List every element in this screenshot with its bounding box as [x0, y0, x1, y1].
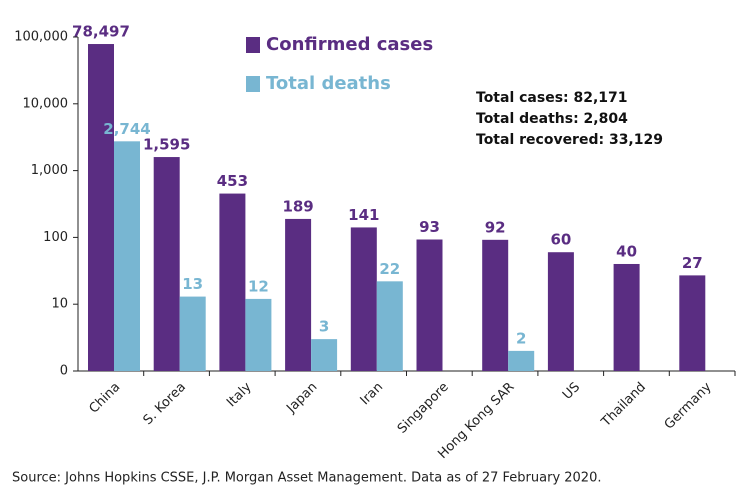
value-label: 2 [516, 329, 526, 347]
x-tick-label: Iran [358, 380, 387, 409]
bar [482, 239, 509, 371]
value-label: 1,595 [143, 136, 190, 154]
value-label: 453 [217, 172, 248, 190]
x-tick-label: Italy [224, 379, 255, 410]
legend-label: Total deaths [266, 73, 391, 94]
bar [311, 339, 338, 371]
annotation: Total deaths: 2,804 [476, 111, 628, 127]
y-tick-label: 10 [51, 297, 68, 312]
x-tick-label: US [560, 380, 583, 403]
x-tick-label: Singapore [395, 380, 452, 437]
x-tick-label: S. Korea [141, 380, 189, 428]
value-label: 60 [550, 231, 571, 249]
value-label: 2,744 [103, 120, 150, 138]
y-tick-label: 1,000 [31, 163, 68, 178]
value-label: 78,497 [72, 23, 130, 41]
bar [350, 227, 377, 371]
x-tick-label: Germany [662, 379, 715, 432]
bar [679, 275, 706, 371]
bar [179, 296, 206, 371]
bar [114, 141, 140, 371]
bar [416, 239, 443, 371]
value-label: 12 [248, 277, 269, 295]
value-label: 92 [485, 218, 506, 236]
bar [245, 298, 272, 371]
bar [285, 218, 312, 371]
value-label: 141 [348, 206, 379, 224]
y-tick-label: 100 [43, 230, 68, 245]
y-tick-label: 10,000 [23, 96, 69, 111]
x-tick-label: Japan [283, 380, 320, 417]
x-tick-label: Thailand [598, 380, 649, 431]
bar [153, 157, 180, 371]
legend-swatch [246, 37, 260, 53]
value-label: 27 [682, 254, 703, 272]
value-label: 189 [282, 197, 313, 215]
annotation: Total cases: 82,171 [476, 90, 628, 106]
legend-swatch [246, 76, 260, 92]
source-note: Source: Johns Hopkins CSSE, J.P. Morgan … [12, 471, 601, 486]
value-label: 13 [182, 275, 203, 293]
bar [219, 193, 246, 371]
annotation: Total recovered: 33,129 [476, 132, 663, 148]
legend-label: Confirmed cases [266, 34, 433, 55]
y-tick-label: 0 [60, 364, 68, 379]
y-tick-label: 100,000 [14, 30, 68, 45]
bar [547, 252, 574, 371]
bar [613, 263, 640, 371]
bar [376, 281, 403, 371]
bar [508, 350, 535, 371]
bar [88, 44, 114, 372]
value-label: 40 [616, 242, 637, 260]
x-tick-label: China [86, 380, 123, 417]
value-label: 22 [379, 260, 400, 278]
value-label: 3 [319, 318, 329, 336]
value-label: 93 [419, 218, 440, 236]
